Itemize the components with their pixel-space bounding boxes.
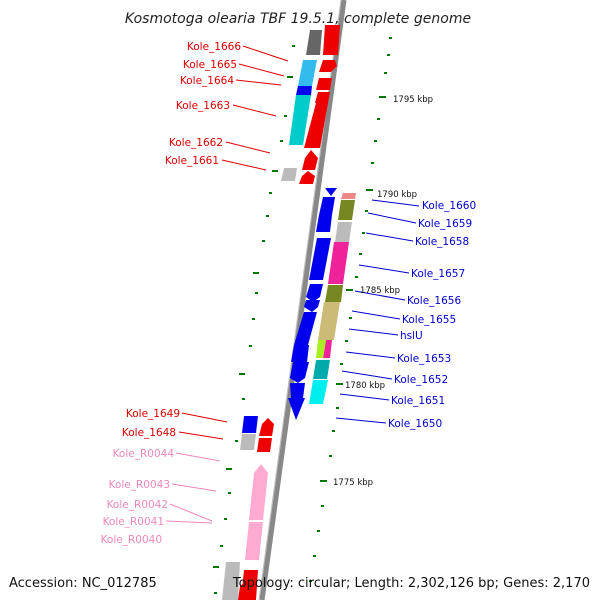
- kbp-label-1775: 1775 kbp: [333, 478, 373, 488]
- gene-label-kole-1660: Kole_1660: [422, 200, 476, 212]
- outer-tick-track: [309, 37, 392, 582]
- gene-track-bottom: [222, 416, 274, 600]
- accession-text: Accession: NC_012785: [9, 576, 157, 591]
- kbp-label-1790: 1790 kbp: [377, 190, 417, 200]
- gene-label-kole-1657: Kole_1657: [411, 268, 465, 280]
- gene-label-kole-1658: Kole_1658: [415, 236, 469, 248]
- kbp-label-1795: 1795 kbp: [393, 95, 433, 105]
- right-gene-labels: Kole_1660 Kole_1659 Kole_1658 Kole_1657 …: [388, 200, 476, 430]
- gene-label-kole-1648: Kole_1648: [122, 427, 176, 439]
- genome-summary-text: Topology: circular; Length: 2,302,126 bp…: [232, 576, 590, 591]
- gene-track-top: [281, 25, 340, 184]
- gene-label-kole-1649: Kole_1649: [126, 408, 180, 420]
- gene-label-kole-1650: Kole_1650: [388, 418, 442, 430]
- rna-label-kole-r0043: Kole_R0043: [109, 479, 170, 491]
- gene-label-hslu: hslU: [400, 330, 423, 342]
- kbp-label-1785: 1785 kbp: [360, 286, 400, 296]
- rna-label-kole-r0041: Kole_R0041: [103, 516, 164, 528]
- rna-label-kole-r0040: Kole_R0040: [101, 534, 162, 546]
- inner-tick-track: [213, 45, 295, 594]
- gene-label-kole-1659: Kole_1659: [418, 218, 472, 230]
- gene-label-kole-1665: Kole_1665: [183, 59, 237, 71]
- left-gene-labels: Kole_1666 Kole_1665 Kole_1664 Kole_1663 …: [122, 41, 241, 439]
- rna-label-kole-r0042: Kole_R0042: [107, 499, 168, 511]
- label-connectors: [165, 45, 420, 524]
- gene-label-kole-1651: Kole_1651: [391, 395, 445, 407]
- gene-label-kole-1663: Kole_1663: [176, 100, 230, 112]
- gene-label-kole-1664: Kole_1664: [180, 75, 234, 87]
- gene-label-kole-1662: Kole_1662: [169, 137, 223, 149]
- rna-label-kole-r0044: Kole_R0044: [113, 448, 175, 460]
- map-title: Kosmotoga olearia TBF 19.5.1, complete g…: [125, 11, 471, 27]
- gene-label-kole-1666: Kole_1666: [187, 41, 241, 53]
- gene-label-kole-1653: Kole_1653: [397, 353, 451, 365]
- gene-label-kole-1656: Kole_1656: [407, 295, 461, 307]
- gene-label-kole-1652: Kole_1652: [394, 374, 448, 386]
- kbp-label-1780: 1780 kbp: [345, 381, 385, 391]
- gene-track-middle: [288, 188, 356, 420]
- left-rna-labels: Kole_R0044 Kole_R0043 Kole_R0042 Kole_R0…: [101, 448, 175, 546]
- gene-label-kole-1661: Kole_1661: [165, 155, 219, 167]
- gene-label-kole-1655: Kole_1655: [402, 314, 456, 326]
